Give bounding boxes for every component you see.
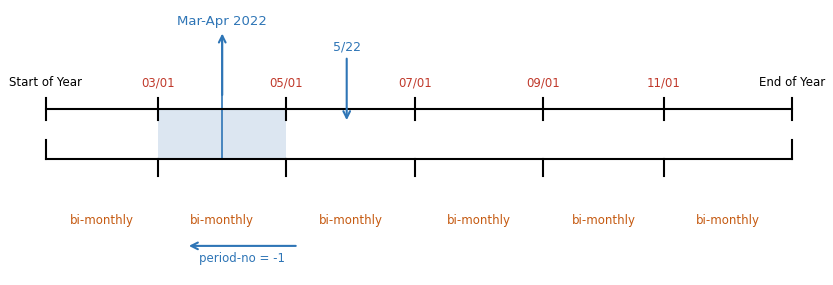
Text: bi-monthly: bi-monthly [696,214,761,227]
Text: bi-monthly: bi-monthly [319,214,382,227]
Text: 03/01: 03/01 [141,76,175,89]
Text: bi-monthly: bi-monthly [190,214,254,227]
Text: 05/01: 05/01 [270,76,303,89]
Bar [158,109,287,159]
Text: 09/01: 09/01 [526,76,561,89]
Text: Start of Year: Start of Year [9,76,82,89]
Text: bi-monthly: bi-monthly [70,214,134,227]
Text: 07/01: 07/01 [398,76,431,89]
Text: Mar-Apr 2022: Mar-Apr 2022 [177,15,267,28]
Text: 11/01: 11/01 [647,76,681,89]
Text: bi-monthly: bi-monthly [447,214,511,227]
Text: period-no = -1: period-no = -1 [199,253,286,265]
Text: 5/22: 5/22 [332,40,361,53]
Text: End of Year: End of Year [759,76,826,89]
Text: bi-monthly: bi-monthly [571,214,636,227]
